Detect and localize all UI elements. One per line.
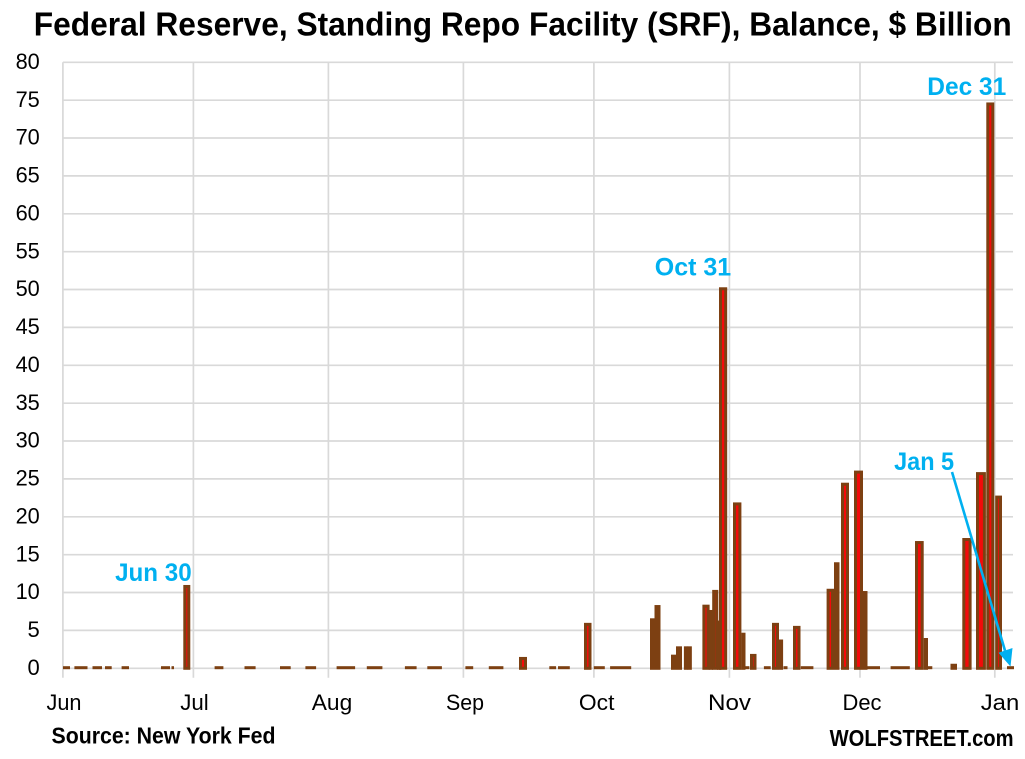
svg-text:5: 5 bbox=[28, 617, 40, 642]
svg-text:45: 45 bbox=[16, 314, 40, 339]
svg-text:Nov: Nov bbox=[708, 690, 751, 715]
svg-text:20: 20 bbox=[16, 503, 40, 528]
svg-text:25: 25 bbox=[16, 466, 40, 491]
svg-text:40: 40 bbox=[16, 352, 40, 377]
svg-text:Jul: Jul bbox=[180, 690, 209, 715]
svg-text:0: 0 bbox=[28, 655, 40, 680]
svg-text:Dec 31: Dec 31 bbox=[927, 73, 1006, 101]
svg-text:15: 15 bbox=[16, 541, 40, 566]
svg-text:70: 70 bbox=[16, 125, 40, 150]
svg-text:Source: New York Fed: Source: New York Fed bbox=[52, 723, 276, 749]
svg-text:WOLFSTREET.com: WOLFSTREET.com bbox=[830, 725, 1014, 751]
svg-text:Jan 5: Jan 5 bbox=[894, 448, 954, 476]
svg-text:Oct: Oct bbox=[579, 690, 615, 715]
svg-text:35: 35 bbox=[16, 390, 40, 415]
svg-text:Jun 30: Jun 30 bbox=[115, 559, 192, 587]
svg-text:30: 30 bbox=[16, 428, 40, 453]
svg-text:10: 10 bbox=[16, 579, 40, 604]
svg-text:Jun: Jun bbox=[47, 690, 82, 715]
svg-text:60: 60 bbox=[16, 200, 40, 225]
svg-text:Dec: Dec bbox=[843, 690, 882, 715]
svg-text:75: 75 bbox=[16, 87, 40, 112]
svg-text:55: 55 bbox=[16, 238, 40, 263]
svg-text:Jan: Jan bbox=[981, 690, 1020, 715]
svg-text:Federal Reserve, Standing Repo: Federal Reserve, Standing Repo Facility … bbox=[34, 6, 1012, 43]
svg-text:65: 65 bbox=[16, 163, 40, 188]
svg-text:50: 50 bbox=[16, 276, 40, 301]
svg-text:Oct 31: Oct 31 bbox=[655, 254, 731, 282]
svg-text:Sep: Sep bbox=[446, 690, 484, 715]
svg-text:80: 80 bbox=[16, 49, 40, 74]
svg-text:Aug: Aug bbox=[312, 690, 353, 715]
